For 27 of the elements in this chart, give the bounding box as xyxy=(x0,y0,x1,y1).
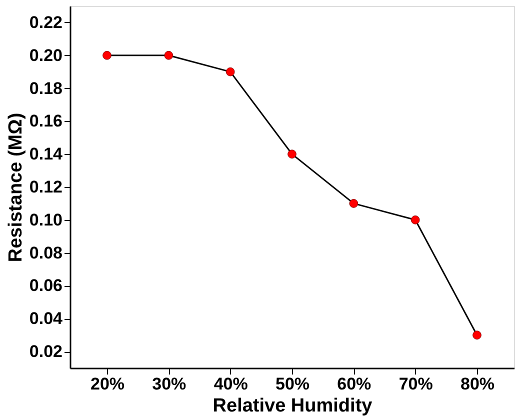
x-tick-label: 20% xyxy=(90,374,125,394)
x-axis-title: Relative Humidity xyxy=(212,396,373,416)
point xyxy=(410,215,420,224)
point xyxy=(226,67,235,76)
point xyxy=(288,150,296,159)
x-tick-label: 40% xyxy=(214,374,248,394)
y-tick-label: 0.12 xyxy=(29,178,62,196)
x-tick-label: 50% xyxy=(275,374,310,394)
point xyxy=(349,199,358,208)
y-tick-label: 0.06 xyxy=(29,276,62,296)
y-tick-label: 0.16 xyxy=(29,112,62,131)
y-tick-label: 0.08 xyxy=(29,243,62,262)
y-tick-label: 0.14 xyxy=(29,144,64,164)
y-tick-label: 0.10 xyxy=(29,210,62,230)
point xyxy=(102,50,112,60)
y-tick-label: 0.04 xyxy=(29,309,64,328)
x-tick-label: 80% xyxy=(460,374,495,394)
y-tick-label: 0.20 xyxy=(29,46,62,65)
x-tick-label: 60% xyxy=(337,374,372,394)
point xyxy=(164,50,174,60)
y-tick-label: 0.18 xyxy=(29,78,62,98)
y-tick-label: 0.22 xyxy=(29,12,62,32)
y-tick-label: 0.02 xyxy=(29,342,62,362)
point xyxy=(472,330,482,340)
x-tick-label: 30% xyxy=(152,374,186,394)
x-tick-label: 70% xyxy=(398,374,433,394)
y-axis-title: Resistance (MΩ) xyxy=(5,112,26,262)
